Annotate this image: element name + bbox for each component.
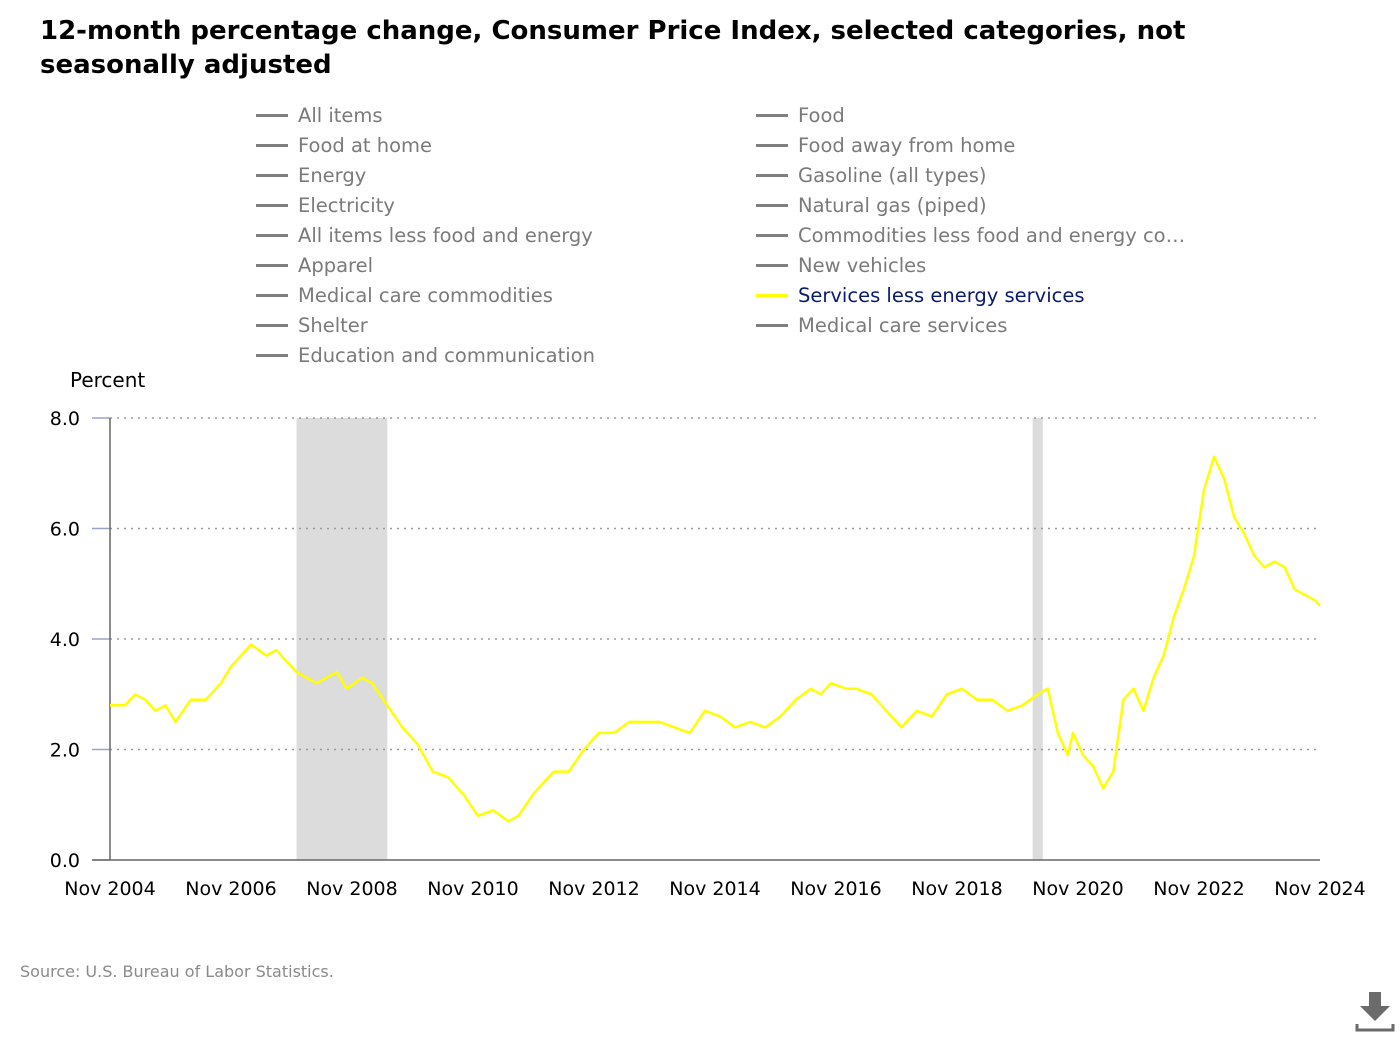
- legend-item[interactable]: All items: [256, 100, 383, 130]
- legend-label: Services less energy services: [798, 283, 1085, 307]
- legend-swatch: [756, 263, 788, 267]
- legend-swatch: [256, 353, 288, 357]
- legend-item[interactable]: All items less food and energy: [256, 220, 593, 250]
- legend-swatch: [756, 233, 788, 237]
- legend-label: New vehicles: [798, 253, 927, 277]
- legend-item[interactable]: Medical care commodities: [256, 280, 553, 310]
- legend-swatch: [256, 233, 288, 237]
- legend-item[interactable]: Food: [756, 100, 845, 130]
- legend-swatch: [256, 263, 288, 267]
- legend-item[interactable]: Electricity: [256, 190, 395, 220]
- x-tick-label: Nov 2022: [1153, 878, 1244, 900]
- download-icon: [1355, 992, 1395, 1032]
- legend-item[interactable]: Services less energy services: [756, 280, 1085, 310]
- series-lines: [110, 455, 1321, 823]
- y-tick-label: 4.0: [50, 629, 80, 651]
- legend-swatch: [756, 293, 788, 297]
- legend-label: Gasoline (all types): [798, 163, 987, 187]
- legend-swatch: [256, 113, 288, 117]
- x-tick-label: Nov 2016: [790, 878, 881, 900]
- legend-label: Shelter: [298, 313, 368, 337]
- legend-item[interactable]: Medical care services: [756, 310, 1007, 340]
- legend-item[interactable]: Gasoline (all types): [756, 160, 986, 190]
- legend-item[interactable]: Apparel: [256, 250, 373, 280]
- legend-swatch: [756, 143, 788, 147]
- recession-band: [1032, 418, 1043, 860]
- legend-item[interactable]: Commodities less food and energy com...: [756, 220, 1198, 250]
- legend-item[interactable]: Food at home: [256, 130, 432, 160]
- x-tick-label: Nov 2006: [185, 878, 276, 900]
- legend-label: Food at home: [298, 133, 433, 157]
- legend-item[interactable]: Shelter: [256, 310, 368, 340]
- page-title: 12-month percentage change, Consumer Pri…: [40, 16, 1186, 80]
- axes: 0.0 2.0 4.0 6.0 8.0 Nov 2004 Nov 2006 Nov 2008 N…: [50, 408, 1366, 900]
- legend-item[interactable]: New vehicles: [756, 250, 926, 280]
- legend-item[interactable]: Natural gas (piped): [756, 190, 987, 220]
- legend-label: Medical care commodities: [298, 283, 553, 307]
- y-tick-label: 2.0: [50, 740, 80, 762]
- x-tick-label: Nov 2014: [669, 878, 760, 900]
- y-tick-label: 0.0: [50, 850, 80, 872]
- legend-swatch: [256, 173, 288, 177]
- gridlines: [110, 417, 1320, 751]
- legend-label: Medical care services: [798, 313, 1008, 337]
- legend-item[interactable]: Energy: [256, 160, 366, 190]
- legend-label: All items: [298, 103, 383, 127]
- y-tick-label: 6.0: [50, 519, 80, 541]
- y-tick-label: 8.0: [50, 408, 80, 430]
- x-tick-label: Nov 2024: [1274, 878, 1365, 900]
- legend-swatch: [256, 143, 288, 147]
- x-tick-label: Nov 2008: [306, 878, 397, 900]
- legend: All items Food at home Energy Electricity Al…: [256, 100, 1256, 370]
- source-note: Source: U.S. Bureau of Labor Statistics.: [20, 962, 334, 981]
- legend-swatch: [256, 293, 288, 297]
- legend-swatch: [256, 323, 288, 327]
- legend-swatch: [756, 203, 788, 207]
- legend-label: Apparel: [298, 253, 374, 277]
- legend-label: Food away from home: [798, 133, 1016, 157]
- legend-item[interactable]: Food away from home: [756, 130, 1015, 160]
- series-line: [110, 455, 1321, 823]
- x-tick-label: Nov 2018: [911, 878, 1002, 900]
- legend-swatch: [756, 113, 788, 117]
- x-tick-label: Nov 2020: [1032, 878, 1123, 900]
- legend-label: All items less food and energy: [298, 223, 593, 247]
- legend-swatch: [256, 203, 288, 207]
- legend-swatch: [756, 323, 788, 327]
- x-tick-label: Nov 2010: [427, 878, 518, 900]
- x-tick-label: Nov 2012: [548, 878, 639, 900]
- download-button[interactable]: [1354, 990, 1396, 1034]
- x-tick-label: Nov 2004: [64, 878, 155, 900]
- legend-item[interactable]: Education and communication: [256, 340, 595, 370]
- y-axis-label: Percent: [70, 368, 145, 392]
- legend-label: Food: [798, 103, 845, 127]
- legend-label: Energy: [298, 163, 367, 187]
- legend-label: Natural gas (piped): [798, 193, 987, 217]
- line-chart: 0.0 2.0 4.0 6.0 8.0 Nov 2004 Nov 2006 Nov 2008 N…: [50, 368, 1366, 900]
- legend-label: Commodities less food and energy com...: [798, 223, 1198, 247]
- legend-swatch: [756, 173, 788, 177]
- legend-label: Electricity: [298, 193, 395, 217]
